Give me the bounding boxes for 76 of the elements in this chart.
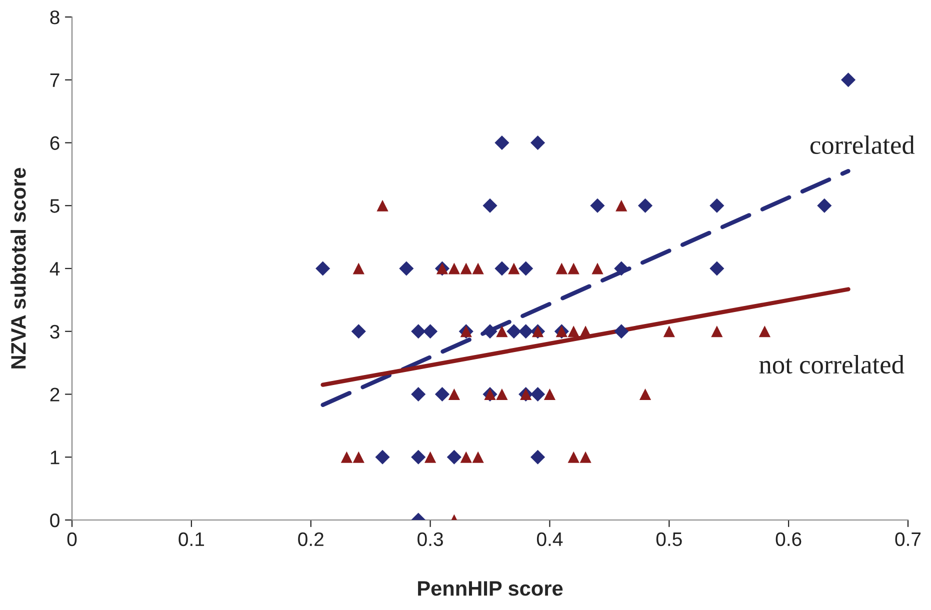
point xyxy=(530,386,546,402)
point xyxy=(494,135,510,150)
point xyxy=(568,451,580,463)
point xyxy=(424,451,436,463)
series-label: not correlated xyxy=(759,355,904,374)
point xyxy=(638,198,653,213)
point xyxy=(340,451,352,463)
point xyxy=(841,72,856,88)
point xyxy=(472,451,484,463)
point xyxy=(518,261,534,276)
x-tick-label: 0.6 xyxy=(776,532,802,546)
point xyxy=(411,324,426,339)
point xyxy=(446,450,462,464)
x-tick-label: 0.4 xyxy=(536,532,563,546)
point xyxy=(758,326,770,338)
point xyxy=(376,200,388,212)
y-tick-label: 7 xyxy=(50,74,60,87)
point xyxy=(580,326,592,338)
point xyxy=(494,261,510,276)
point xyxy=(530,450,546,464)
series-label: correlated xyxy=(810,135,915,154)
y-tick-label: 8 xyxy=(50,10,60,24)
y-tick-label: 1 xyxy=(50,450,60,464)
point xyxy=(448,262,460,274)
point xyxy=(375,450,390,464)
point xyxy=(568,326,580,338)
point xyxy=(423,324,438,339)
point xyxy=(482,198,498,213)
point xyxy=(592,262,604,274)
point xyxy=(352,451,364,463)
x-tick-label: 0.7 xyxy=(895,532,921,546)
point xyxy=(663,326,675,338)
point xyxy=(399,261,414,276)
point xyxy=(411,386,426,402)
x-tick-label: 0.5 xyxy=(656,532,682,546)
point xyxy=(352,262,364,274)
point xyxy=(711,326,723,338)
point xyxy=(482,324,498,339)
point xyxy=(817,198,832,213)
point xyxy=(710,261,724,276)
y-tick-label: 0 xyxy=(50,513,60,528)
point xyxy=(316,261,330,276)
point xyxy=(460,451,472,463)
point xyxy=(590,198,605,213)
point xyxy=(411,450,426,464)
point xyxy=(568,262,580,274)
x-tick-label: 0.3 xyxy=(418,532,443,546)
y-tick-label: 4 xyxy=(50,262,60,276)
x-tick-label: 0.2 xyxy=(298,532,324,546)
point xyxy=(448,388,460,400)
point xyxy=(544,388,556,400)
point xyxy=(460,262,472,274)
point xyxy=(710,198,724,213)
y-tick-label: 2 xyxy=(50,388,60,402)
y-tick-label: 6 xyxy=(50,136,60,150)
point xyxy=(639,388,652,400)
point xyxy=(580,451,592,463)
point xyxy=(530,135,546,150)
point xyxy=(496,326,508,338)
point xyxy=(614,261,629,276)
point xyxy=(556,262,568,274)
point xyxy=(506,324,522,339)
point xyxy=(351,324,366,339)
y-axis-title: NZVA subtotal score xyxy=(10,168,26,368)
point xyxy=(472,262,484,274)
point xyxy=(434,386,450,402)
point xyxy=(518,324,534,339)
x-tick-label: 0.1 xyxy=(178,532,204,546)
point xyxy=(614,324,629,339)
y-tick-label: 5 xyxy=(50,199,60,213)
point xyxy=(496,388,508,400)
point xyxy=(508,262,520,274)
point xyxy=(616,200,628,212)
x-tick-label: 0 xyxy=(67,532,77,546)
y-tick-label: 3 xyxy=(50,324,60,339)
x-axis-title: PennHIP score xyxy=(418,581,563,596)
